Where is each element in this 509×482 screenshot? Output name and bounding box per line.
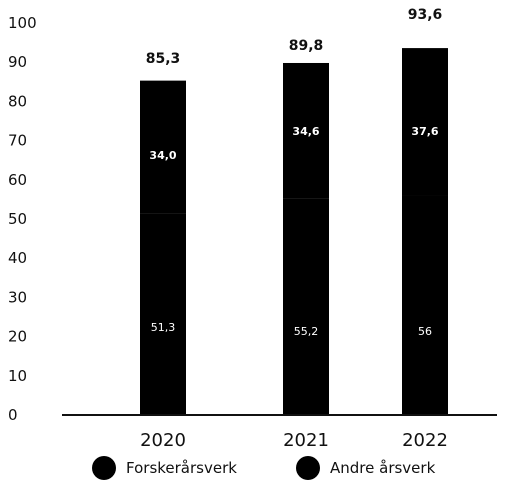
y-tick-label: 20 (8, 328, 27, 346)
legend-label: Forskerårsverk (126, 459, 237, 477)
legend-label: Andre årsverk (330, 459, 436, 477)
bar-segment-andre-arsverk (140, 80, 186, 214)
segment-value-label: 56 (418, 325, 432, 338)
y-tick-label: 70 (8, 132, 27, 150)
y-tick-label: 100 (8, 14, 37, 32)
x-axis: 2020 2021 2022 (140, 430, 448, 451)
legend-item-andre-arsverk: Andre årsverk (296, 456, 435, 480)
segment-value-label: 34,0 (149, 149, 176, 162)
y-tick-label: 30 (8, 288, 27, 306)
segment-value-label: 51,3 (151, 321, 176, 334)
legend: Forskerårsverk Andre årsverk (0, 456, 509, 482)
stacked-bar-chart: 0 10 20 30 40 50 60 70 80 90 100 51,3 55,2 56 34,0 34,… (8, 7, 497, 451)
y-tick-label: 10 (8, 367, 27, 385)
legend-item-forskerarsverk: Forskerårsverk (92, 456, 237, 480)
bar-segment-andre-arsverk (402, 48, 448, 196)
y-tick-label: 60 (8, 171, 27, 189)
bar-segment-andre-arsverk (283, 62, 329, 199)
y-tick-label: 80 (8, 92, 27, 110)
bar-segment-forskerarsverk (140, 213, 186, 415)
legend-swatch (296, 456, 320, 480)
x-tick-label: 2020 (140, 430, 186, 451)
x-tick-label: 2022 (402, 430, 448, 451)
x-tick-label: 2021 (283, 430, 329, 451)
total-value-label: 89,8 (289, 38, 324, 54)
y-tick-label: 90 (8, 53, 27, 71)
bar-segment-forskerarsverk (283, 198, 329, 415)
y-tick-label: 0 (8, 406, 18, 424)
y-tick-label: 40 (8, 249, 27, 267)
total-value-label: 85,3 (146, 51, 181, 67)
bars: 51,3 55,2 56 34,0 34,6 37,6 85,3 89,8 93,6 (140, 7, 448, 415)
y-tick-label: 50 (8, 210, 27, 228)
total-value-label: 93,6 (408, 7, 443, 23)
segment-value-label: 37,6 (411, 125, 438, 138)
segment-value-label: 34,6 (292, 125, 319, 138)
segment-value-label: 55,2 (294, 325, 319, 338)
bar-segment-forskerarsverk (402, 195, 448, 415)
legend-swatch (92, 456, 116, 480)
y-axis: 0 10 20 30 40 50 60 70 80 90 100 (8, 14, 37, 424)
